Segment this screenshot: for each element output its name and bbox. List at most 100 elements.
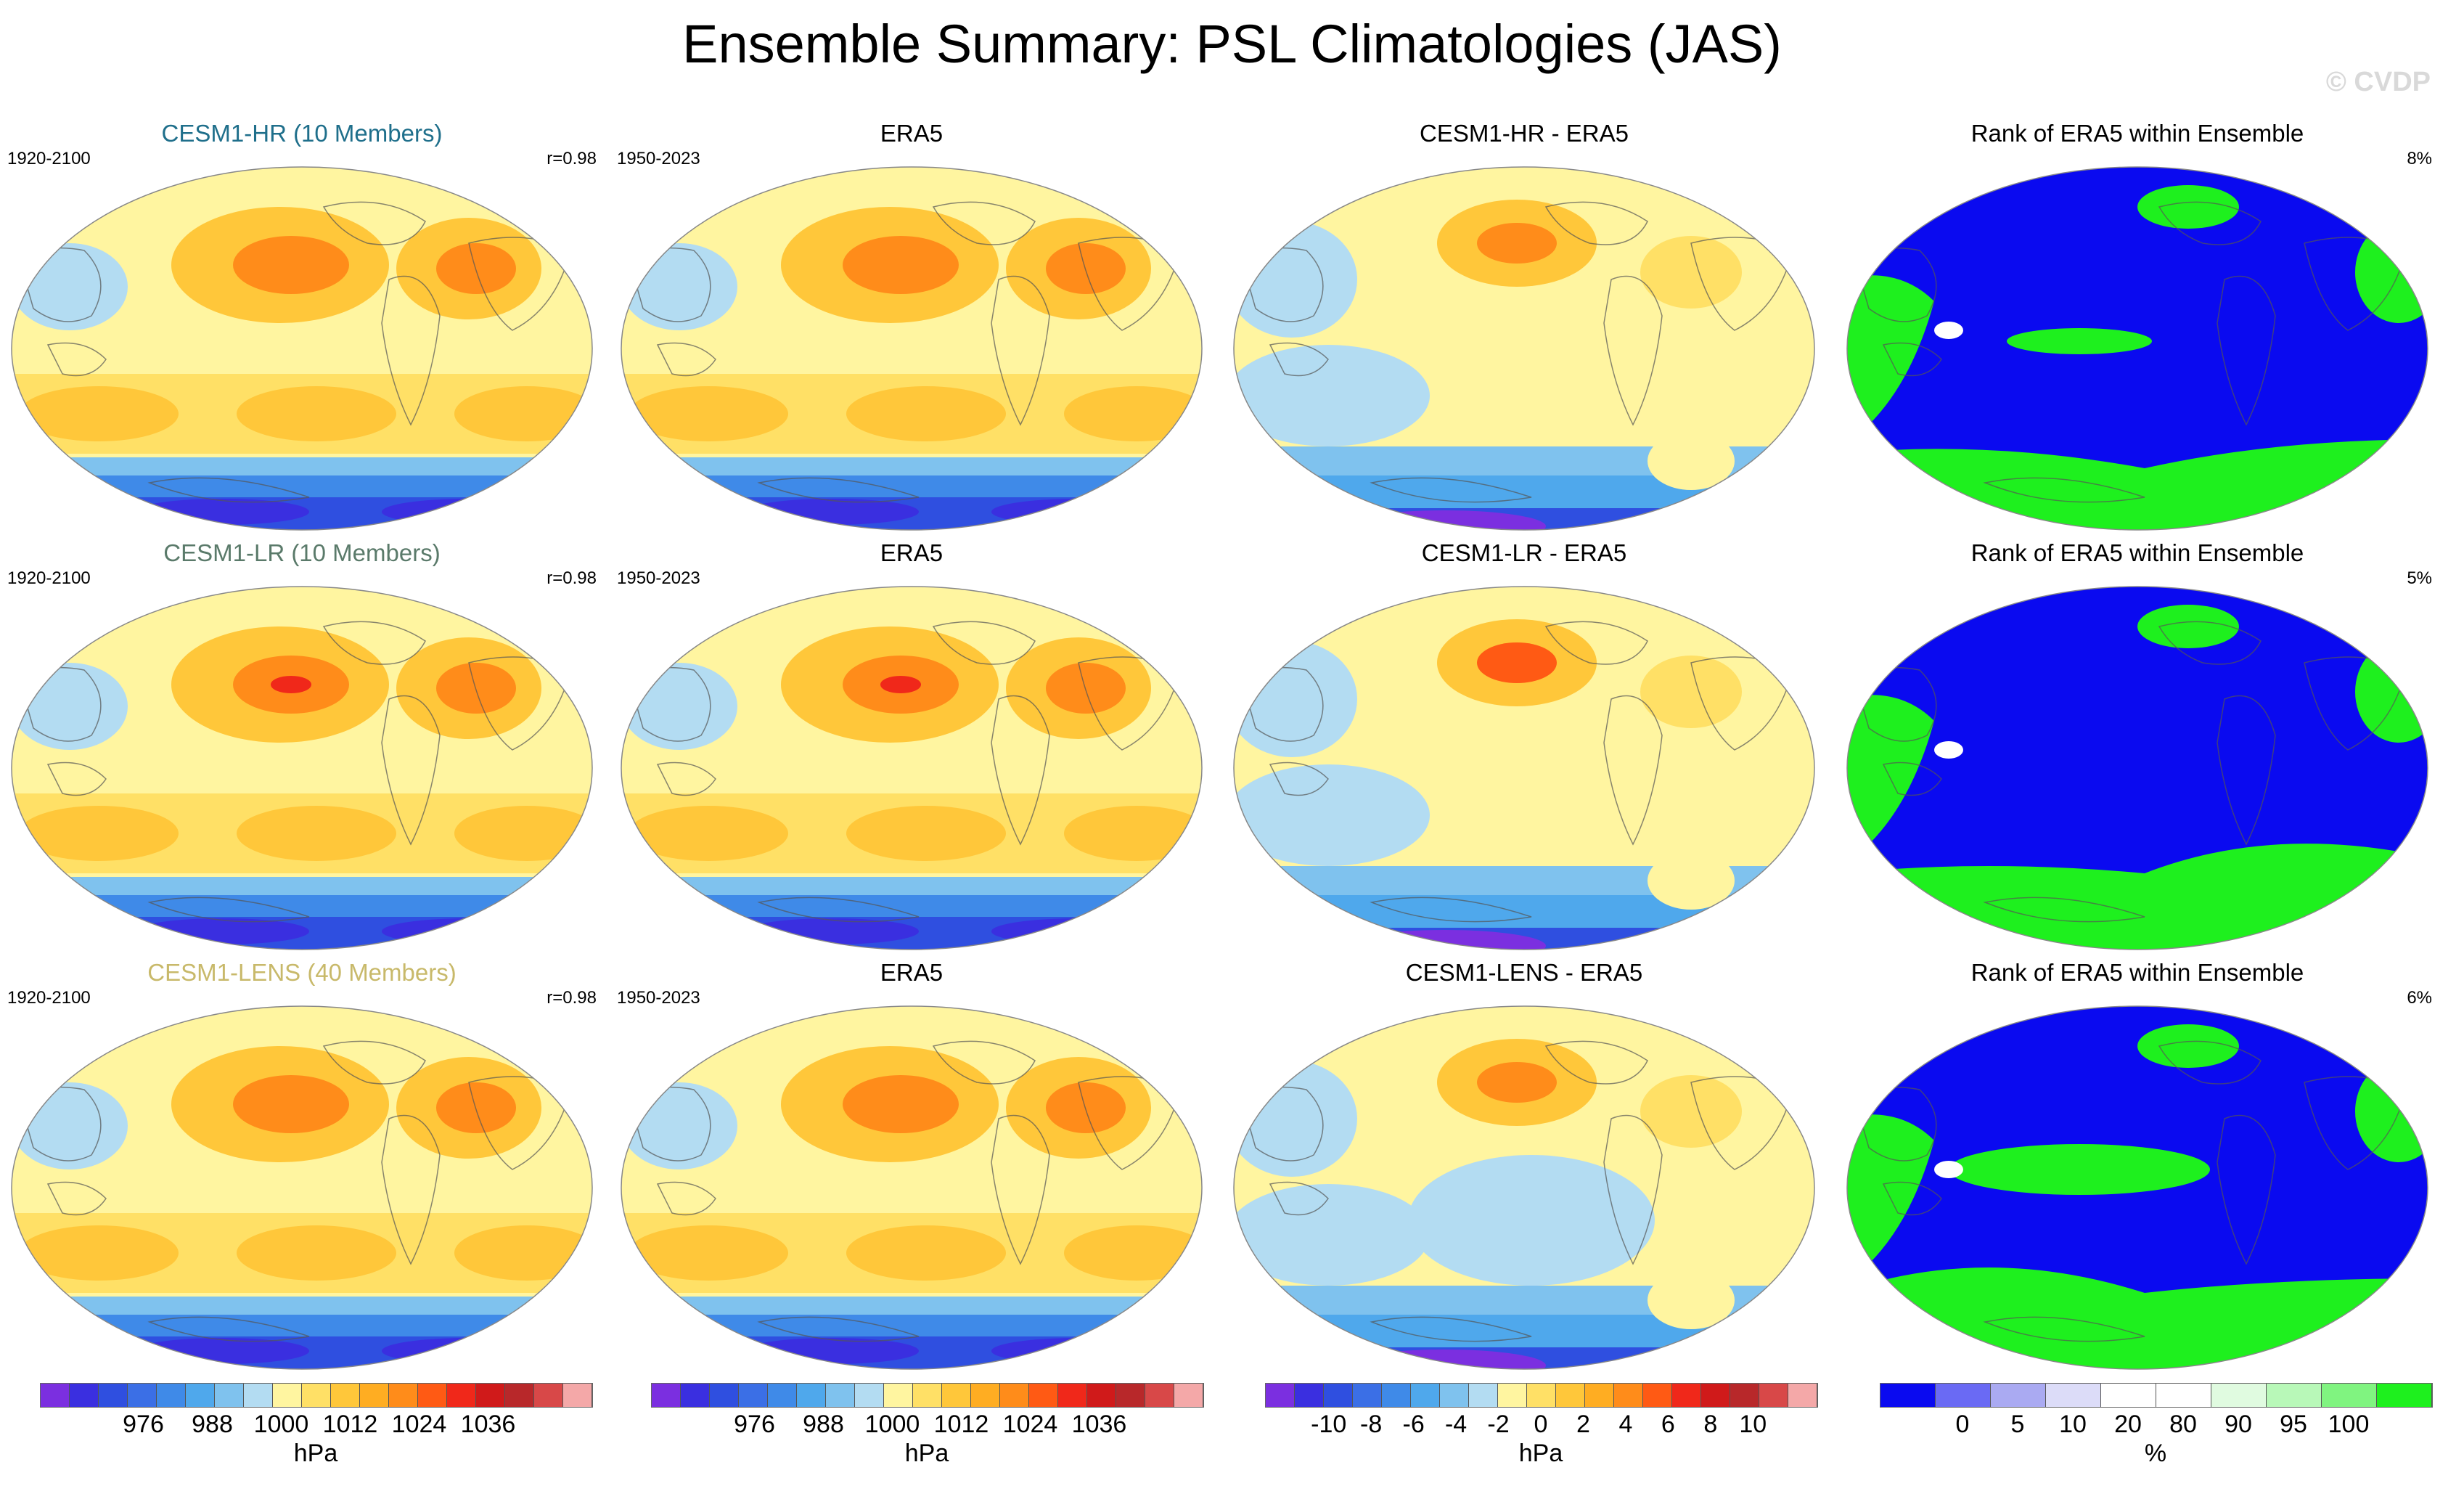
map-panel: CESM1-LR - ERA5 — [1227, 539, 1822, 960]
globe-outline — [1233, 1005, 1815, 1370]
colorbar-swatch — [855, 1384, 884, 1407]
coastline — [468, 237, 571, 331]
colorbar-swatch — [1353, 1384, 1382, 1407]
coastline — [147, 897, 310, 923]
field-region — [1934, 322, 1963, 339]
colorbar-swatch — [70, 1384, 99, 1407]
coastline — [1603, 275, 1663, 426]
colorbar-tick-label: 100 — [2328, 1411, 2370, 1438]
panel-stat: 8% — [2407, 149, 2432, 168]
colorbar-swatch — [1701, 1384, 1730, 1407]
map-panel: Rank of ERA5 within Ensemble 5% — [1840, 539, 2435, 960]
field-low — [745, 499, 919, 525]
field-band — [621, 877, 1202, 895]
colorbar-swatch — [360, 1384, 389, 1407]
map-panel: CESM1-LENS - ERA5 — [1227, 959, 1822, 1380]
panel-title: Rank of ERA5 within Ensemble — [1970, 959, 2304, 986]
colorbar-swatch — [99, 1384, 128, 1407]
field-band — [12, 895, 592, 917]
colorbar-tick-label: 1000 — [864, 1411, 920, 1438]
colorbar-swatch — [1614, 1384, 1643, 1407]
coastline — [1370, 897, 1532, 923]
field-band — [621, 457, 1202, 475]
colorbar-swatch — [1029, 1384, 1058, 1407]
field-high — [843, 1075, 959, 1133]
field-high — [1064, 386, 1202, 441]
coastline — [932, 201, 1036, 245]
coastline — [1603, 1114, 1663, 1265]
colorbar-swatch — [41, 1384, 70, 1407]
colorbar-swatch — [215, 1384, 244, 1407]
coastline — [1269, 342, 1329, 377]
coastline — [757, 477, 920, 503]
field-low — [382, 918, 556, 944]
colorbar-tick-label: 80 — [2169, 1411, 2197, 1438]
globe-map — [621, 586, 1203, 950]
colorbar-tick-label: 1012 — [322, 1411, 378, 1438]
coastline — [991, 275, 1050, 426]
panel-period: 1920-2100 — [7, 568, 91, 588]
field-high — [1477, 642, 1557, 683]
panel-title: CESM1-LR - ERA5 — [1421, 539, 1627, 566]
field-band — [1234, 895, 1814, 928]
panel-title: Rank of ERA5 within Ensemble — [1970, 120, 2304, 147]
colorbar-swatch — [797, 1384, 826, 1407]
colorbar-tick-label: 10 — [1739, 1411, 1767, 1438]
field-band — [12, 475, 592, 497]
field-region — [1847, 1114, 1934, 1264]
colorbar-tick-label: 90 — [2224, 1411, 2252, 1438]
coastline — [468, 656, 571, 751]
globe-map — [1233, 166, 1815, 531]
colorbar-swatch — [1585, 1384, 1614, 1407]
colorbar-swatch — [186, 1384, 215, 1407]
map-panel: Rank of ERA5 within Ensemble 6% — [1840, 959, 2435, 1380]
panel-stat: r=0.98 — [547, 568, 597, 588]
colorbar-swatch — [942, 1384, 971, 1407]
coastline — [2304, 1076, 2407, 1170]
field-high — [1064, 806, 1202, 861]
coastline — [1690, 1076, 1793, 1170]
colorbar-tick-label: 4 — [1618, 1411, 1633, 1438]
field-region — [1847, 275, 1934, 425]
colorbar-tick-label: -2 — [1487, 1411, 1510, 1438]
field-high — [1640, 656, 1742, 728]
colorbar-tick-label: -4 — [1444, 1411, 1468, 1438]
globe-outline — [621, 1005, 1203, 1370]
colorbar-swatch — [739, 1384, 768, 1407]
field-low — [1234, 764, 1430, 866]
coastline — [1603, 695, 1663, 846]
colorbar-tick-label: 1012 — [933, 1411, 989, 1438]
field-band — [1234, 475, 1814, 508]
colorbar-swatch — [1936, 1384, 1991, 1407]
coastline — [1078, 1076, 1181, 1170]
coastline — [757, 1316, 920, 1342]
colorbar-tick-label: 8 — [1703, 1411, 1718, 1438]
colorbar-swatch — [1498, 1384, 1527, 1407]
panel-title: ERA5 — [880, 120, 944, 147]
colorbar-tick-label: 1036 — [1071, 1411, 1127, 1438]
coastline — [46, 762, 107, 796]
field-high — [454, 806, 592, 861]
panel-period: 1950-2023 — [617, 568, 700, 588]
colorbar-unit: % — [2144, 1440, 2167, 1467]
coastline — [1983, 477, 2145, 503]
colorbar-unit: hPa — [1518, 1440, 1563, 1467]
field-high — [237, 386, 396, 441]
coastline — [322, 1040, 426, 1085]
map-panel: ERA5 1950-2023 — [614, 120, 1209, 541]
colorbar-tick-label: 1024 — [1002, 1411, 1058, 1438]
colorbar-swatch — [1469, 1384, 1498, 1407]
colorbar-swatch — [1759, 1384, 1788, 1407]
field-region — [1847, 695, 1934, 844]
panel-stat: r=0.98 — [547, 149, 597, 168]
globe-map — [11, 586, 593, 950]
field-high — [19, 806, 179, 861]
globe-outline — [11, 166, 593, 531]
field-high — [1648, 1271, 1735, 1329]
panel-stat: 5% — [2407, 568, 2432, 588]
globe-map — [11, 1005, 593, 1370]
field-high — [271, 676, 311, 693]
map-panel: CESM1-LENS (40 Members) 1920-2100 r=0.98 — [4, 959, 599, 1380]
coastline — [656, 762, 716, 796]
field-high — [237, 1225, 396, 1281]
